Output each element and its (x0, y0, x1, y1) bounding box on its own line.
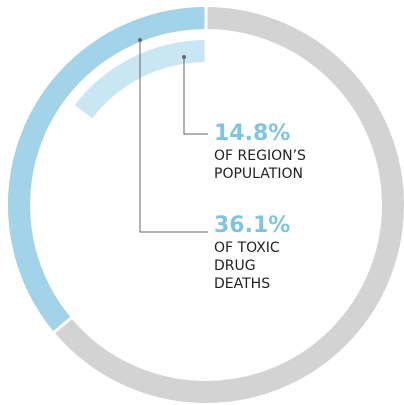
leader-line (183, 57, 208, 135)
leader-dot (182, 55, 186, 59)
leader-dot (138, 38, 142, 42)
value-label: 36.1% (214, 213, 290, 238)
arc (73, 40, 206, 120)
label-line: OF REGION’S (214, 148, 306, 164)
gap (71, 103, 94, 122)
label-line: DRUG (214, 258, 256, 274)
leader-line (139, 40, 208, 233)
label-line: DEATHS (214, 276, 270, 292)
label-line: POPULATION (214, 166, 303, 182)
value-label: 14.8% (214, 121, 290, 146)
label-line: OF TOXIC (214, 240, 280, 256)
arc (7, 7, 207, 333)
gap (51, 315, 74, 335)
